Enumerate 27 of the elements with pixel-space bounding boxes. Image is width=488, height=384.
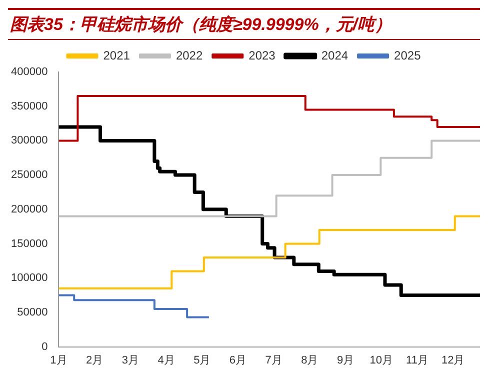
x-tick-label: 8月: [301, 354, 318, 366]
x-tick-label: 1月: [50, 354, 68, 366]
legend-label: 2025: [394, 48, 422, 62]
y-tick-label: 50000: [17, 306, 48, 318]
y-tick-label: 250000: [10, 169, 48, 182]
legend-label: 2023: [248, 48, 276, 62]
x-tick-label: 4月: [158, 354, 175, 366]
y-tick-label: 0: [42, 340, 48, 353]
x-tick-label: 3月: [122, 354, 139, 366]
x-tick-label: 10月: [370, 354, 394, 366]
x-tick-label: 11月: [406, 354, 428, 366]
x-tick-label: 5月: [194, 354, 211, 366]
legend-label: 2024: [321, 48, 348, 62]
x-tick-label: 12月: [441, 354, 465, 366]
legend-label: 2021: [103, 48, 130, 62]
x-tick-label: 7月: [265, 354, 282, 366]
y-tick-label: 300000: [10, 134, 48, 147]
y-tick-label: 150000: [10, 238, 48, 250]
y-tick-label: 200000: [10, 203, 48, 216]
y-tick-label: 100000: [10, 272, 48, 284]
y-tick-label: 400000: [10, 66, 48, 78]
chart-title: 图表35：甲硅烷市场价（纯度≥99.9999%，元/吨）: [8, 8, 480, 40]
x-tick-label: 9月: [336, 354, 354, 366]
legend-label: 2022: [176, 48, 203, 62]
y-tick-label: 350000: [10, 100, 48, 112]
x-tick-label: 6月: [229, 354, 247, 366]
x-tick-label: 2月: [86, 354, 104, 366]
